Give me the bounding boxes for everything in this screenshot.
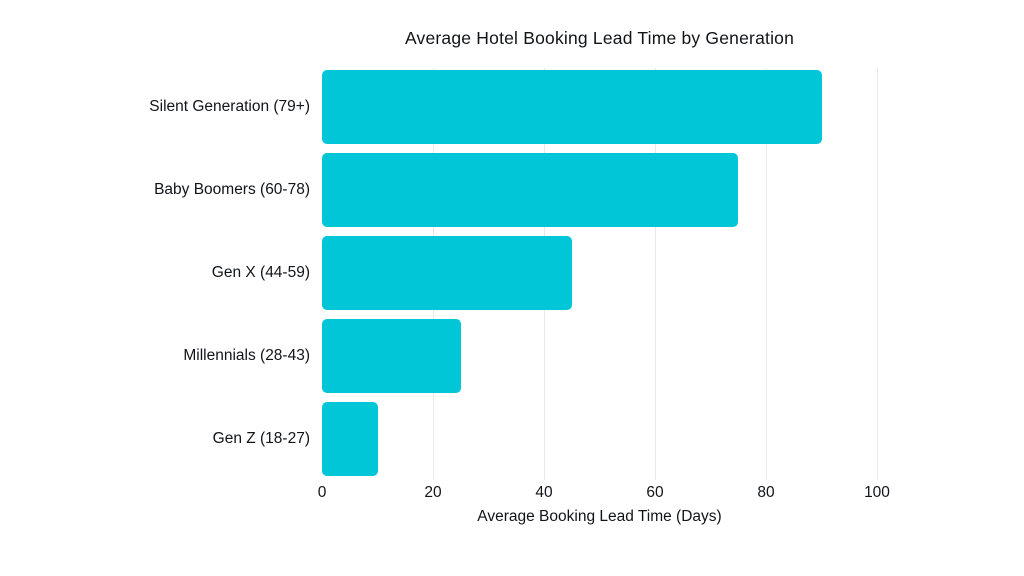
x-tick-label-80: 80 [757,484,775,501]
y-axis-label-1: Baby Boomers (60-78) [154,181,310,198]
y-axis-label-4: Gen Z (18-27) [212,430,310,447]
bar-2 [322,236,572,310]
y-axis-label-0: Silent Generation (79+) [149,98,310,115]
gridline-x-80 [766,68,767,480]
gridline-x-60 [655,68,656,480]
gridline-x-100 [877,68,878,480]
bar-4 [322,402,378,476]
x-tick-label-60: 60 [646,484,664,501]
y-axis-label-2: Gen X (44-59) [211,264,310,281]
bar-0 [322,70,822,144]
y-axis-label-3: Millennials (28-43) [183,347,310,364]
x-tick-label-20: 20 [424,484,442,501]
bar-3 [322,319,461,393]
x-tick-label-40: 40 [535,484,553,501]
bar-1 [322,153,739,227]
x-tick-label-0: 0 [317,484,327,501]
x-tick-label-100: 100 [864,484,890,501]
x-axis-title: Average Booking Lead Time (Days) [477,508,722,525]
plot-area [322,68,878,480]
chart-title: Average Hotel Booking Lead Time by Gener… [404,28,795,48]
